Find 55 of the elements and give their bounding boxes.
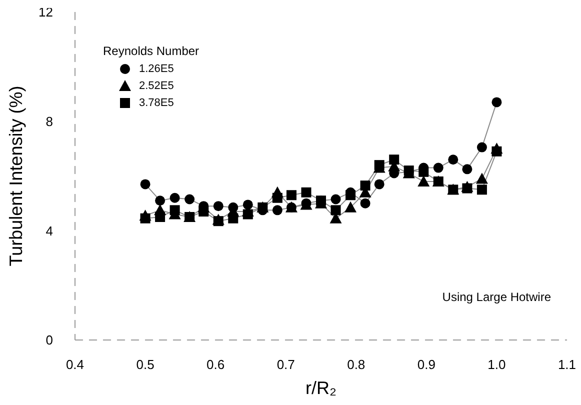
point [155, 196, 166, 206]
annotation: Using Large Hotwire [442, 290, 551, 304]
point [476, 142, 487, 152]
legend-label: 1.26E5 [139, 62, 174, 74]
point [374, 179, 384, 190]
legend-title: Reynolds Number [103, 44, 200, 58]
point [492, 146, 502, 156]
y-axis-title: Turbulent Intensity (%) [6, 86, 26, 266]
point [476, 184, 487, 195]
point [330, 194, 341, 204]
point [286, 190, 296, 200]
point [170, 205, 180, 216]
y-tick-label: 8 [46, 114, 53, 129]
legend-label: 2.52E5 [139, 80, 174, 92]
point [242, 209, 253, 220]
x-tick-label: 0.7 [276, 357, 295, 372]
legend-label: 3.78E5 [139, 96, 174, 108]
point [170, 192, 180, 203]
point [462, 164, 472, 174]
point [140, 213, 150, 224]
point [198, 206, 209, 217]
point [360, 180, 370, 191]
point [433, 162, 444, 173]
point [330, 205, 341, 216]
x-tick-label: 0.8 [347, 357, 366, 372]
point [448, 154, 458, 165]
x-tick-label: 0.5 [136, 357, 154, 372]
point [344, 201, 357, 212]
x-tick-label: 1.0 [488, 357, 506, 372]
point [374, 160, 384, 170]
point [360, 198, 370, 208]
point [184, 194, 195, 204]
point [272, 205, 282, 216]
point [140, 179, 150, 190]
point [418, 175, 430, 186]
point [272, 192, 282, 203]
x-tick-label: 0.6 [206, 357, 225, 372]
x-tick-label: 0.9 [417, 357, 436, 372]
point [228, 213, 238, 224]
point [346, 190, 356, 200]
x-axis-title: r/R₂ [306, 378, 336, 398]
y-tick-label: 4 [46, 223, 53, 238]
x-tick-label: 0.4 [66, 357, 84, 372]
point [213, 216, 224, 226]
point [476, 172, 488, 184]
point [213, 201, 224, 212]
point [462, 183, 472, 194]
point [316, 196, 326, 206]
point [492, 97, 502, 108]
y-tick-label: 0 [46, 332, 53, 348]
point [301, 187, 312, 198]
point [155, 212, 166, 222]
point [418, 166, 429, 177]
x-tick-label: 1.1 [558, 357, 576, 372]
point [389, 154, 400, 165]
